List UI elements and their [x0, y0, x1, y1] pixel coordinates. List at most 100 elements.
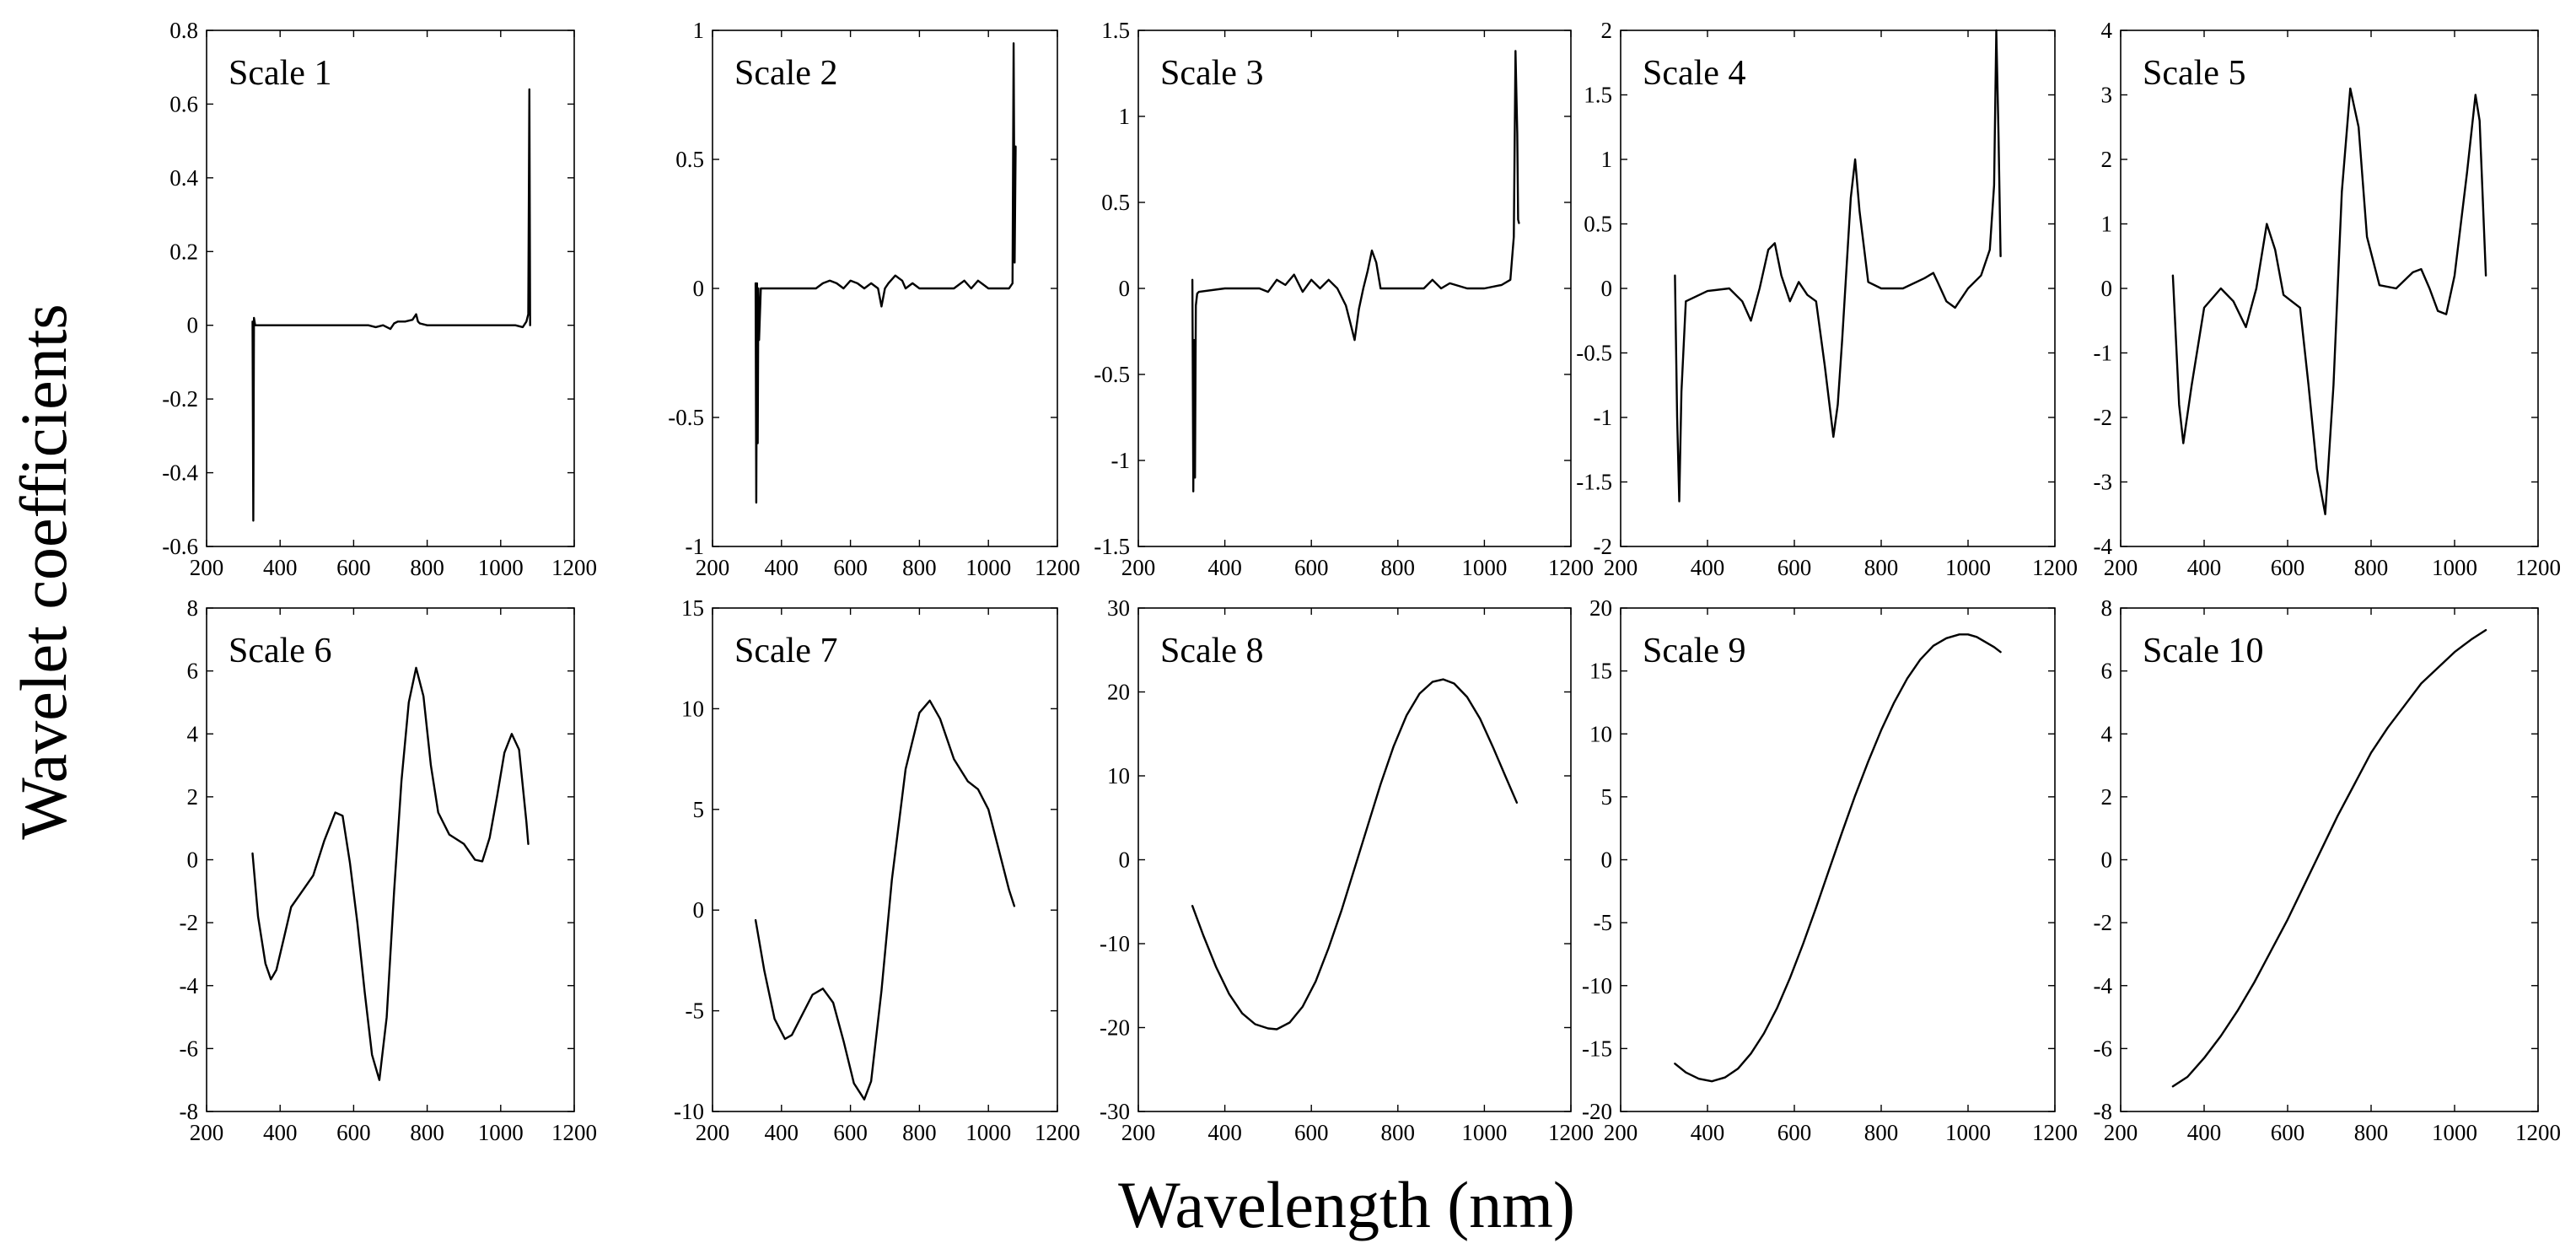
- x-tick-label: 600: [1294, 555, 1329, 580]
- plot-frame: [206, 30, 575, 547]
- y-tick-label: 1: [693, 18, 705, 43]
- panel-title: Scale 9: [1643, 632, 1745, 670]
- y-tick-label: 1.5: [1584, 83, 1612, 108]
- x-tick-label: 200: [696, 555, 730, 580]
- x-tick-label: 1000: [478, 1120, 524, 1145]
- y-tick-label: 5: [1601, 784, 1613, 810]
- y-tick-label: -20: [1100, 1015, 1130, 1041]
- y-tick-label: 4: [187, 721, 199, 746]
- x-tick-label: 600: [1294, 1120, 1329, 1145]
- y-tick-label: -2: [2094, 405, 2113, 430]
- y-tick-label: -10: [674, 1099, 704, 1124]
- series-line-scale-1: [251, 88, 531, 522]
- y-tick-label: 1: [1601, 147, 1613, 172]
- x-tick-label: 400: [263, 1120, 298, 1145]
- x-tick-label: 400: [2187, 555, 2222, 580]
- x-tick-label: 600: [2271, 555, 2305, 580]
- y-tick-label: 6: [2101, 659, 2113, 684]
- x-tick-label: 1200: [551, 1120, 597, 1145]
- x-tick-label: 1200: [2032, 1120, 2078, 1145]
- y-tick-label: -15: [1582, 1036, 1612, 1061]
- x-tick-label: 400: [1691, 1120, 1725, 1145]
- plot-frame: [2120, 607, 2539, 1112]
- y-tick-label: -1: [686, 534, 705, 559]
- chart-panel-scale-3: 200 400 600 800 1000 1200 -1.5 -1 -0.5 0 0.5 1 1.5 Sc…: [1094, 18, 1594, 580]
- y-tick-label: 2: [187, 784, 199, 810]
- plot-frame: [1620, 607, 2056, 1112]
- y-tick-label: 20: [1589, 595, 1612, 621]
- x-tick-label: 800: [902, 555, 937, 580]
- x-tick-label: 1200: [1035, 1120, 1080, 1145]
- x-tick-label: 1000: [478, 555, 524, 580]
- x-tick-label: 600: [336, 1120, 371, 1145]
- x-tick-label: 800: [2354, 1120, 2389, 1145]
- y-tick-label: 8: [2101, 595, 2113, 621]
- x-tick-label: 1200: [551, 555, 597, 580]
- y-tick-label: -5: [686, 998, 705, 1024]
- y-tick-label: 0: [693, 276, 705, 301]
- series-line-scale-9: [1674, 633, 2002, 1083]
- panel-title: Scale 10: [2143, 632, 2263, 670]
- y-tick-label: -6: [180, 1036, 199, 1061]
- figure-y-axis-label: Wavelet coefficients: [7, 304, 80, 839]
- y-tick-label: 8: [187, 595, 199, 621]
- series-line-scale-6: [251, 666, 530, 1081]
- x-tick-label: 200: [190, 1120, 224, 1145]
- y-tick-label: 6: [187, 659, 199, 684]
- x-tick-label: 200: [696, 1120, 730, 1145]
- y-tick-label: -0.6: [162, 534, 198, 559]
- x-tick-label: 400: [1207, 1120, 1242, 1145]
- plot-frame: [2120, 30, 2539, 547]
- chart-panels: 200 400 600 800 1000 1200-0.6-0.4-0.200.20.40…: [162, 18, 2561, 1145]
- y-tick-label: 0.2: [169, 239, 198, 264]
- plot-frame: [1620, 30, 2056, 547]
- x-tick-label: 1200: [2515, 1120, 2561, 1145]
- x-tick-label: 200: [1121, 555, 1156, 580]
- y-tick-label: 5: [693, 797, 705, 822]
- x-tick-label: 1000: [965, 555, 1011, 580]
- y-tick-label: -1.5: [1576, 470, 1612, 495]
- x-tick-label: 1200: [1548, 1120, 1594, 1145]
- y-tick-label: 0: [1601, 848, 1613, 873]
- panel-title: Scale 6: [229, 632, 331, 670]
- x-tick-label: 400: [2187, 1120, 2222, 1145]
- x-tick-label: 800: [1381, 1120, 1416, 1145]
- y-tick-label: 0: [187, 313, 199, 338]
- x-tick-label: 600: [1777, 555, 1812, 580]
- y-tick-label: 0.5: [1101, 190, 1130, 215]
- panel-title: Scale 5: [2143, 54, 2245, 93]
- y-tick-label: -4: [2094, 534, 2113, 559]
- y-tick-label: -1: [1111, 448, 1131, 473]
- y-tick-label: -1: [2094, 341, 2113, 366]
- x-tick-label: 600: [1777, 1120, 1812, 1145]
- y-tick-label: 0: [1119, 848, 1131, 873]
- y-tick-label: 10: [1589, 721, 1612, 746]
- figure-x-axis-label: Wavelength (nm): [1118, 1168, 1575, 1241]
- x-tick-label: 800: [902, 1120, 937, 1145]
- y-tick-label: -8: [180, 1099, 199, 1124]
- y-tick-label: 0: [187, 848, 199, 873]
- x-tick-label: 1000: [2432, 1120, 2477, 1145]
- y-tick-label: 0: [693, 897, 705, 923]
- chart-panel-scale-8: 200 400 600 800 1000 1200 -30 -20 -10 0 10 20 30 Scal…: [1100, 595, 1594, 1145]
- chart-panel-scale-5: 200 400 600 800 1000 1200 -4 -3 -2 -1 0 1 2 3 4 Scale 5: [2094, 18, 2562, 580]
- x-tick-label: 200: [1604, 1120, 1638, 1145]
- y-tick-label: -0.2: [162, 386, 198, 412]
- x-tick-label: 200: [190, 555, 224, 580]
- x-tick-label: 1000: [1461, 1120, 1507, 1145]
- y-tick-label: -0.4: [162, 460, 198, 486]
- series-line-scale-8: [1191, 678, 1519, 1031]
- y-tick-label: 2: [2101, 147, 2113, 172]
- y-tick-label: -4: [180, 973, 199, 998]
- x-tick-label: 800: [410, 555, 444, 580]
- y-tick-label: 0: [1601, 276, 1613, 301]
- chart-panel-scale-7: 200 400 600 800 1000 1200 -10 -5 0 5 10 15 Scale 7: [674, 595, 1080, 1145]
- y-tick-label: 10: [1107, 763, 1130, 788]
- chart-panel-scale-6: 200 400 600 800 1000 1200 -8 -6 -4 -2 0 2 4 6 8 Scale 6: [180, 595, 598, 1145]
- x-tick-label: 200: [2104, 1120, 2138, 1145]
- y-tick-label: 0.4: [169, 165, 198, 191]
- chart-panel-scale-1: 200 400 600 800 1000 1200 -0.6 -0.4 -0.2 0 0.2 0.4 0…: [162, 18, 597, 580]
- x-tick-label: 400: [765, 1120, 799, 1145]
- x-tick-label: 800: [1381, 555, 1416, 580]
